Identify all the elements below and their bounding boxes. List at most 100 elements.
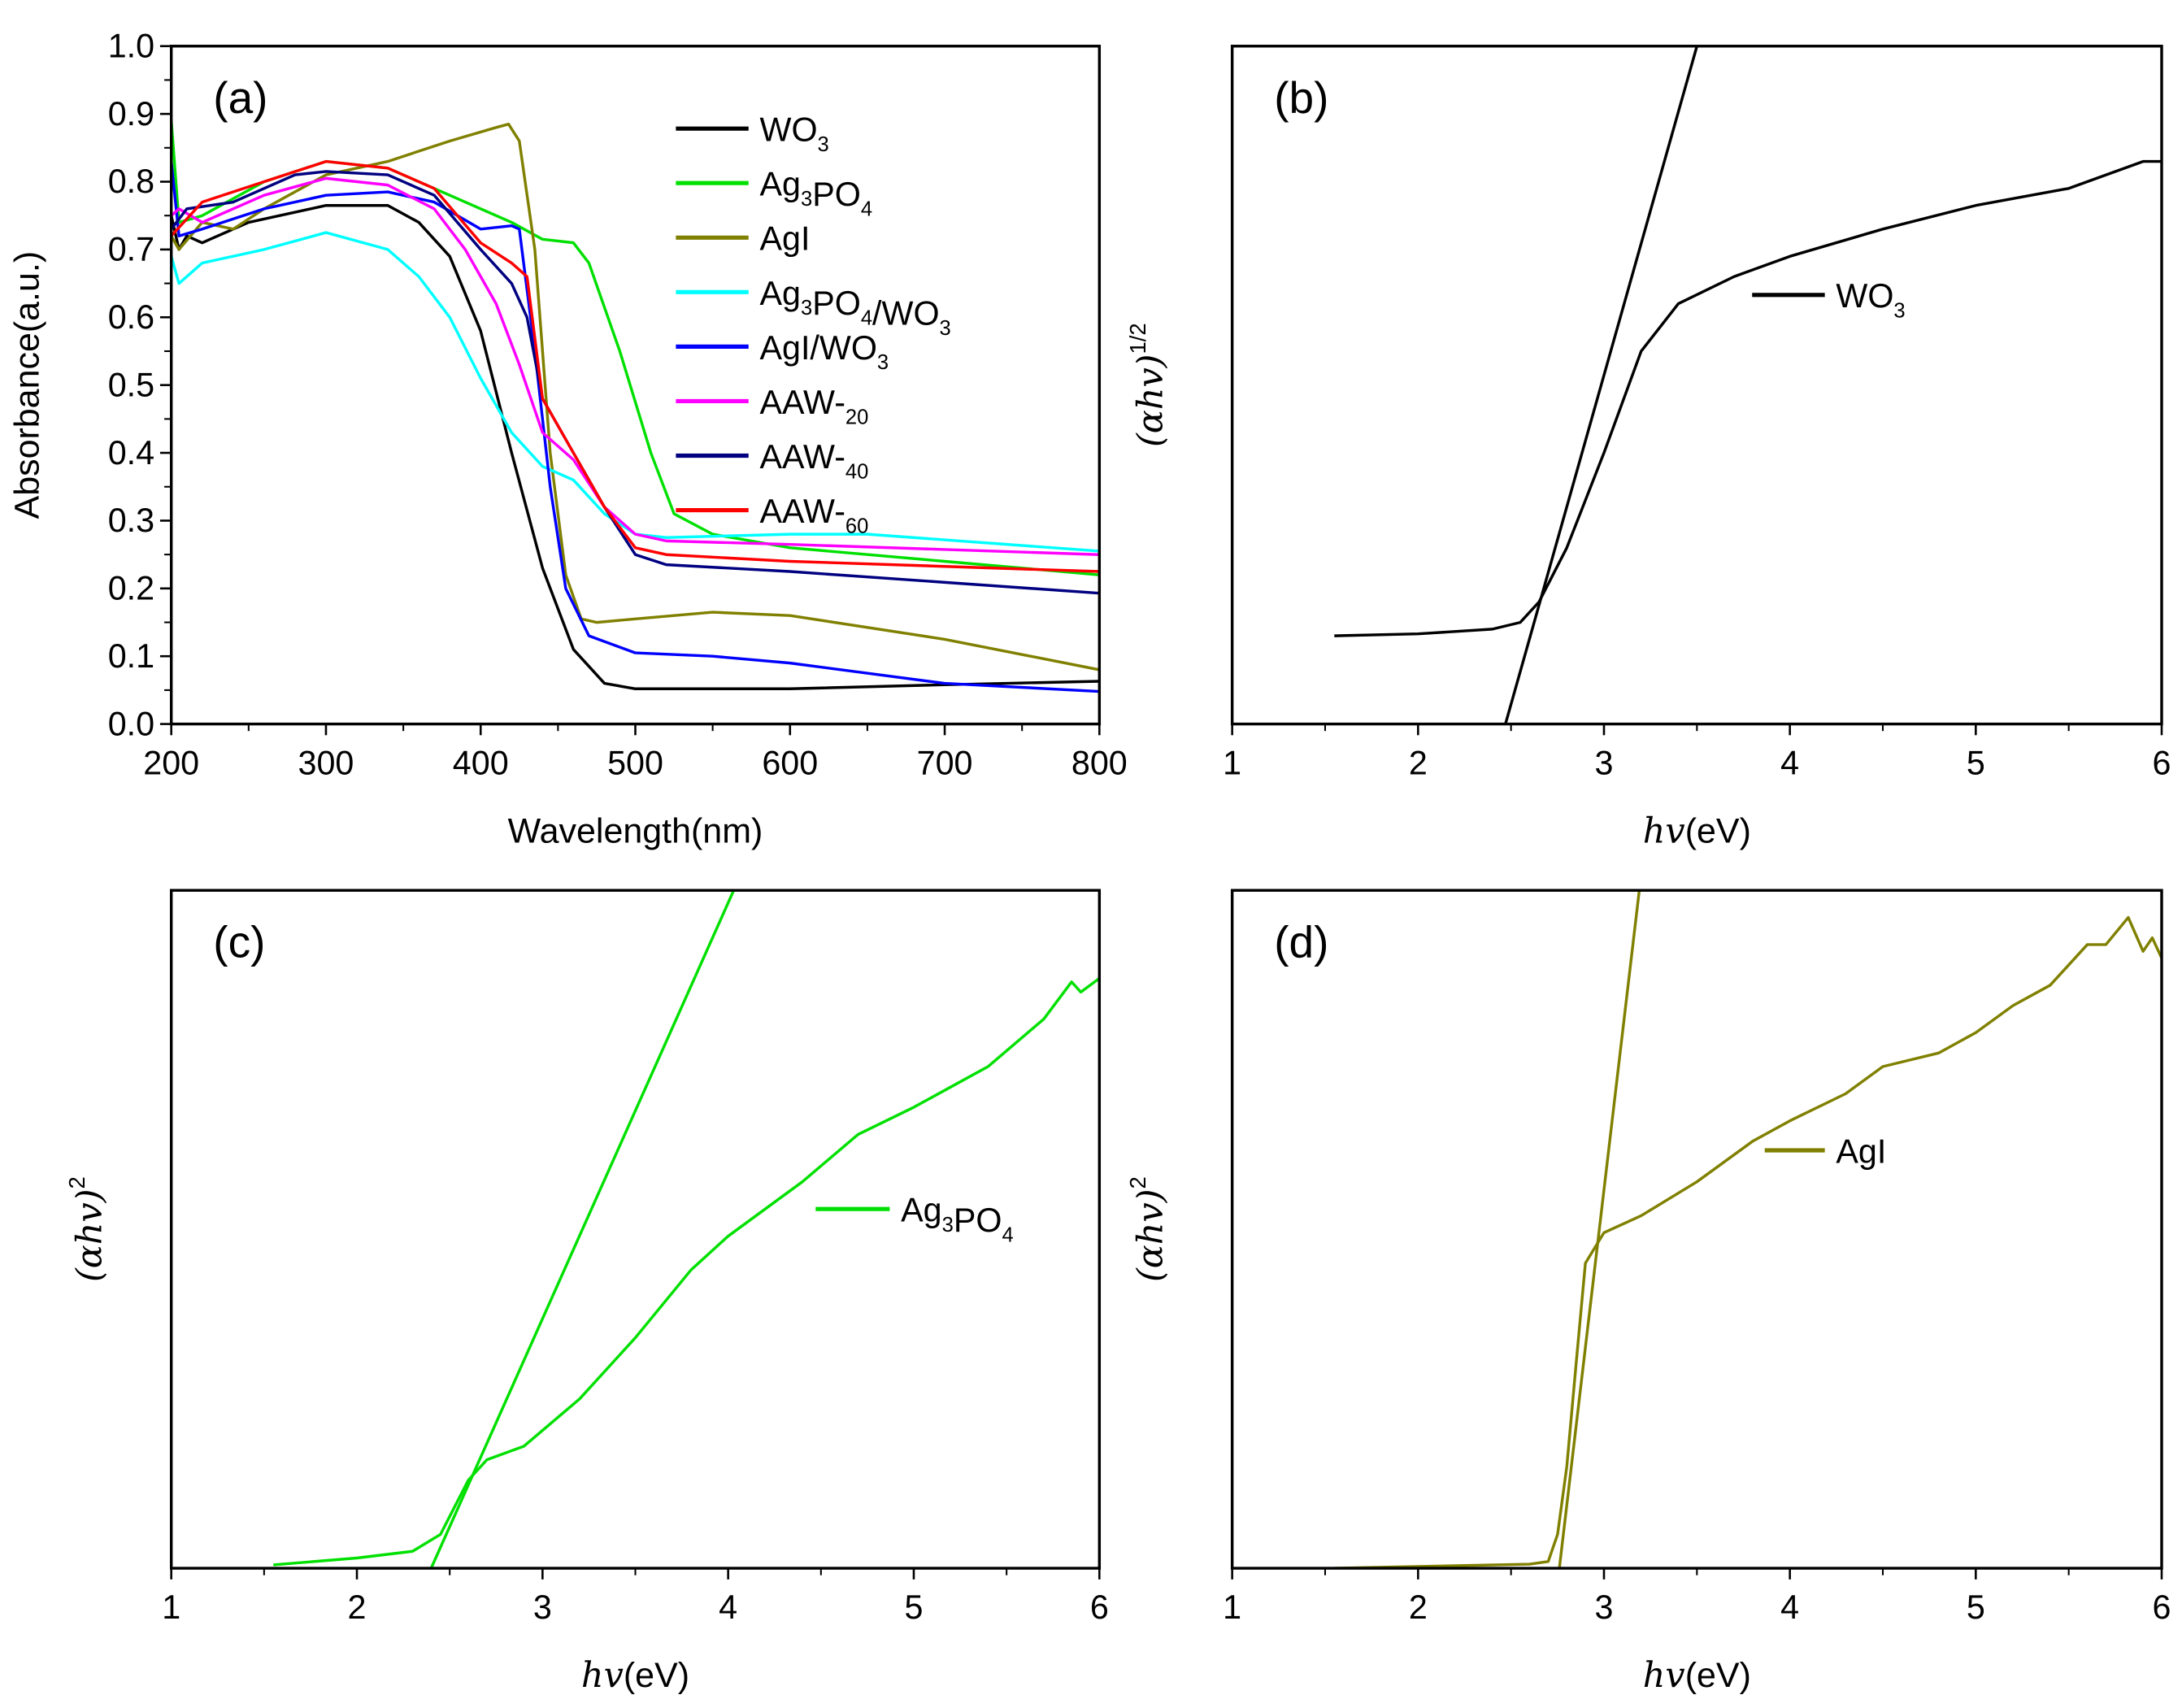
y-axis-label-italic: (αhv): [70, 1189, 111, 1283]
panel-label: (a): [213, 72, 267, 123]
series-line-Ag3PO4/WO3: [171, 231, 1100, 553]
series-line-AgI: [1334, 915, 2162, 1569]
x-axis-label: hv(eV): [1643, 811, 1751, 852]
text-run: PO: [954, 1202, 1002, 1239]
legend-label: Ag3PO4/WO3: [760, 275, 951, 340]
text-run: /WO: [872, 295, 939, 332]
plot-frame: [169, 45, 1102, 726]
panel-a: 200 300 400 500 600 700 800 0.0 0.1 0.2 0.3 0.4 0.5 0…: [7, 27, 1127, 850]
y-axis-label: (αhv)2: [1125, 1176, 1171, 1282]
legend-label: AAW-60: [760, 493, 869, 537]
text-run: PO: [812, 285, 861, 322]
legend: Ag3PO4: [815, 1192, 1014, 1247]
text-run: AgI: [760, 220, 811, 258]
y-tick-label: 0.2: [108, 570, 154, 607]
x-tick-label: 5: [1967, 744, 1985, 781]
text-run: AAW-: [760, 384, 845, 421]
x-axis-label-italic: hv: [1643, 1655, 1685, 1696]
text-run: AgI/WO: [760, 329, 877, 367]
x-tick-label: 4: [1780, 1588, 1799, 1626]
y-tick-label: 0.0: [108, 705, 154, 742]
x-tick-label: 6: [2153, 744, 2171, 781]
y-tick-label: 0.3: [108, 502, 154, 539]
y-axis-label-exponent: 1/2: [1125, 323, 1150, 354]
y-axis-label-exponent: 2: [64, 1176, 89, 1189]
legend-label: AAW-20: [760, 384, 869, 428]
y-tick-label: 0.7: [108, 231, 154, 268]
subscript: 3: [818, 133, 829, 156]
x-tick-label: 5: [905, 1588, 924, 1626]
y-tick-label: 0.5: [108, 366, 154, 403]
text-run: PO: [812, 176, 861, 213]
y-tick-label: 0.4: [108, 434, 154, 472]
x-axis-label: Wavelength(nm): [508, 812, 763, 851]
x-tick-label: 1: [162, 1588, 180, 1626]
legend-label: Ag3PO4: [760, 166, 873, 221]
x-tick-label: 500: [607, 744, 663, 781]
legend-label: AgI/WO3: [760, 329, 889, 374]
legend: WO3: [1752, 277, 1906, 323]
tangent-fit-line: [429, 890, 736, 1569]
y-axis-label-italic: (αhv): [1131, 354, 1171, 448]
plot-frame: [1230, 45, 2163, 726]
plot-frame: [169, 889, 1102, 1570]
panel-label: (c): [213, 917, 265, 967]
y-axis-label-italic: (αhv): [1131, 1189, 1171, 1283]
legend-label: WO3: [1836, 277, 1905, 322]
legend-label: Ag3PO4: [901, 1192, 1014, 1247]
series-line-AgI: [171, 122, 1100, 671]
tangent-fit-line: [1504, 46, 1698, 724]
series-line-WO3: [171, 204, 1100, 690]
legend-label: AgI: [760, 220, 811, 258]
subscript: 3: [801, 188, 812, 211]
y-tick-label: 1.0: [108, 27, 154, 64]
subscript: 4: [861, 198, 872, 220]
subscript: 4: [861, 307, 872, 330]
x-tick-label: 6: [2153, 1588, 2171, 1626]
x-tick-label: 4: [719, 1588, 737, 1626]
x-tick-label: 600: [762, 744, 818, 781]
y-tick-label: 0.1: [108, 637, 154, 675]
text-run: Ag: [901, 1192, 941, 1229]
legend: AgI: [1764, 1132, 1886, 1170]
y-axis-label-exponent: 2: [1125, 1176, 1150, 1189]
x-tick-label: 2: [1409, 1588, 1428, 1626]
x-tick-label: 1: [1223, 744, 1241, 781]
subscript: 4: [1002, 1223, 1013, 1246]
subscript: 20: [845, 406, 868, 428]
x-tick-label: 300: [298, 744, 354, 781]
text-run: Ag: [760, 166, 801, 203]
y-tick-label: 0.6: [108, 298, 154, 336]
panel-label: (d): [1274, 917, 1328, 967]
x-tick-label: 3: [1595, 1588, 1614, 1626]
text-run: AAW-: [760, 493, 845, 530]
x-axis-label-unit: (eV): [1685, 812, 1751, 851]
y-axis-label: (αhv)2: [64, 1176, 111, 1282]
x-tick-label: 4: [1780, 744, 1799, 781]
x-tick-label: 5: [1967, 1588, 1985, 1626]
text-run: WO: [760, 111, 818, 149]
plot-frame: [1230, 889, 2163, 1570]
x-tick-label: 400: [453, 744, 509, 781]
x-axis-label: hv(eV): [581, 1655, 689, 1696]
series-line-AAW-60: [171, 159, 1100, 573]
x-tick-label: 1: [1223, 1588, 1241, 1626]
x-tick-label: 6: [1090, 1588, 1109, 1626]
tangent-fit-line: [1558, 890, 1641, 1569]
series-line-AgI/WO3: [171, 161, 1100, 693]
y-axis-label: Absorbance(a.u.): [7, 251, 46, 519]
panel-label: (b): [1274, 72, 1328, 123]
subscript: 40: [845, 460, 868, 483]
x-tick-label: 800: [1071, 744, 1128, 781]
y-tick-label: 0.8: [108, 163, 154, 200]
x-axis-label-unit: (eV): [624, 1656, 689, 1695]
subscript: 60: [845, 515, 868, 537]
series-line-AAW-20: [171, 176, 1100, 556]
legend-label: AAW-40: [760, 438, 869, 483]
subscript: 3: [1893, 300, 1905, 323]
subscript: 3: [877, 351, 889, 374]
legend-label: AgI: [1836, 1132, 1886, 1170]
